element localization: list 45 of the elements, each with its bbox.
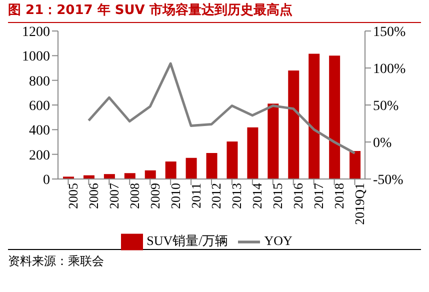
x-tick-label: 2009: [147, 183, 162, 209]
bar: [104, 174, 115, 179]
x-tick-label: 2013: [229, 183, 244, 209]
bar: [206, 152, 218, 179]
legend-label: YOY: [264, 232, 292, 248]
y2-tick-label: 100%: [373, 62, 406, 77]
x-tick-label: 2008: [126, 183, 142, 209]
x-tick-label: 2016: [290, 182, 306, 209]
line-series: [87, 62, 356, 154]
x-tick-label: 2011: [188, 183, 204, 209]
y-tick-label: 1200: [22, 24, 50, 40]
bar: [247, 127, 258, 179]
x-tick-label: 2012: [208, 183, 224, 209]
y-tick-label: 400: [29, 124, 50, 139]
bar: [226, 142, 238, 179]
x-tick-label: 2017: [311, 182, 326, 209]
y2-tick-label: 150%: [373, 24, 406, 40]
x-tick-label: 2018: [332, 183, 347, 209]
x-tick-label: 2006: [86, 182, 101, 209]
y-tick-label: 800: [29, 74, 50, 90]
text: 资料来源：乘联会: [8, 253, 105, 270]
y2-tick-label: 50%: [373, 98, 399, 114]
bar: [268, 104, 279, 179]
bar: [329, 56, 340, 179]
bar: [308, 54, 320, 179]
y2-tick-label: 0%: [373, 136, 392, 151]
y-tick-label: 0: [43, 172, 50, 188]
x-tick-label: 2015: [270, 183, 286, 209]
bar: [165, 161, 176, 179]
x-tick-label: 2007: [106, 182, 122, 209]
bar: [124, 173, 136, 179]
y-tick-label: 200: [29, 148, 50, 164]
y-tick-label: 600: [29, 98, 50, 114]
x-tick-label: 2005: [65, 183, 80, 209]
bar: [144, 170, 156, 179]
bar: [186, 158, 197, 179]
x-tick-label: 2014: [250, 182, 265, 209]
legend-label: SUV销量/万辆: [146, 232, 228, 248]
bar: [288, 70, 300, 179]
y-tick-label: 1000: [22, 50, 50, 65]
y2-tick-label: -50%: [373, 172, 404, 188]
x-tick-label: 2010: [168, 183, 183, 209]
bar: [350, 151, 361, 179]
chart-title: 图 21：2017 年 SUV 市场容量达到历史最高点: [8, 0, 421, 23]
x-tick-label: 2019Q1: [352, 183, 367, 225]
